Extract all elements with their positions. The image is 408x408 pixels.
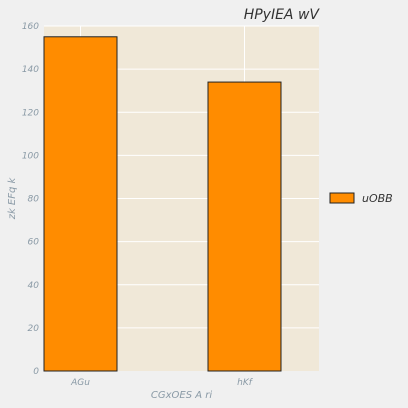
- legend-swatch: [329, 192, 355, 204]
- bars: [43, 36, 282, 372]
- y-tick-label: 80: [28, 195, 40, 205]
- y-tick-label: 120: [22, 108, 39, 118]
- y-tick-label: 160: [22, 22, 39, 32]
- y-tick-label: 20: [28, 324, 40, 334]
- chart-title: HPyIEA wV: [244, 7, 321, 23]
- y-tick-label: 140: [22, 65, 39, 75]
- y-tick-label: 40: [28, 281, 40, 291]
- x-tick-label: AGu: [70, 378, 90, 388]
- y-tick-label: 100: [22, 151, 39, 161]
- y-axis-ticks: 0 20 40 60 80 100 120 140 160: [22, 22, 39, 377]
- x-axis-ticks: AGu hKf: [70, 378, 254, 388]
- y-tick-label: 60: [28, 238, 40, 248]
- legend: uOBB: [329, 192, 393, 205]
- bar-AGu: [43, 36, 118, 372]
- x-tick-label: hKf: [237, 378, 254, 388]
- y-tick-label: 0: [33, 367, 39, 377]
- legend-label: uOBB: [362, 192, 393, 205]
- x-axis-label: CGxOES A ri: [151, 390, 212, 401]
- bar-hKf: [207, 81, 282, 372]
- y-axis-label: zk EFq k: [7, 176, 18, 220]
